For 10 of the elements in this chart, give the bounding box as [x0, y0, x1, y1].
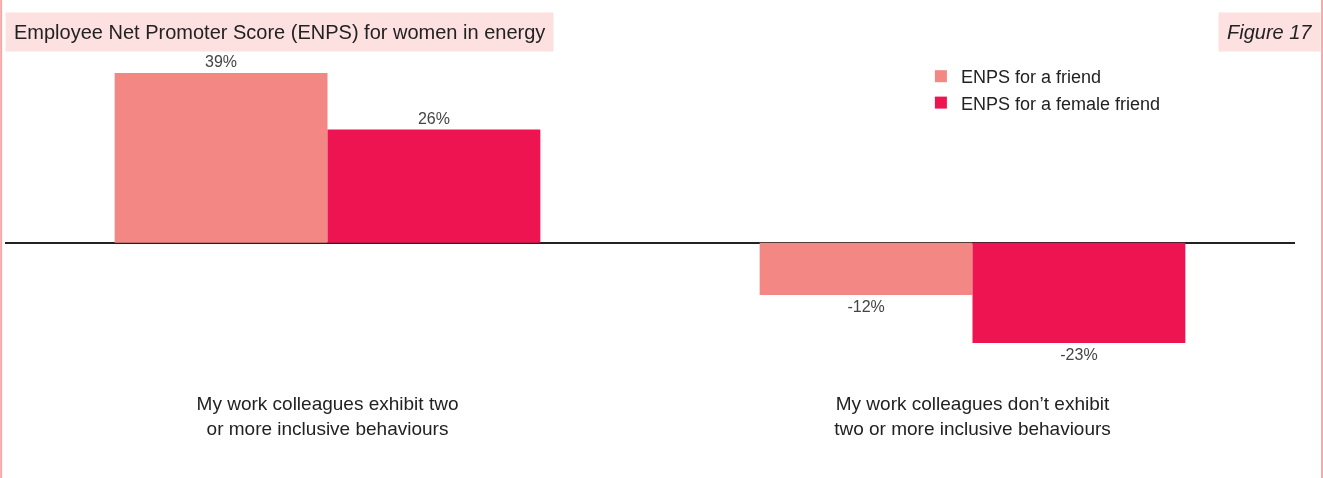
legend-label: ENPS for a female friend [960, 93, 1160, 114]
x-tick-label: My work colleagues exhibit two or more inclusive behaviours [196, 393, 459, 439]
data-label: -12% [847, 298, 885, 316]
x-tick-label: My work colleagues don’t exhibit two or more inclusive behaviours [834, 393, 1111, 439]
caption: Figure 17 [1227, 21, 1313, 43]
data-label: -23% [1060, 346, 1098, 363]
legend-label: ENPS for a friend [960, 67, 1101, 88]
data-label: 26% [417, 109, 450, 127]
chart-title: Employee Net Promoter Score (ENPS) for women in energy [14, 21, 546, 43]
data-label: 39% [205, 53, 238, 70]
